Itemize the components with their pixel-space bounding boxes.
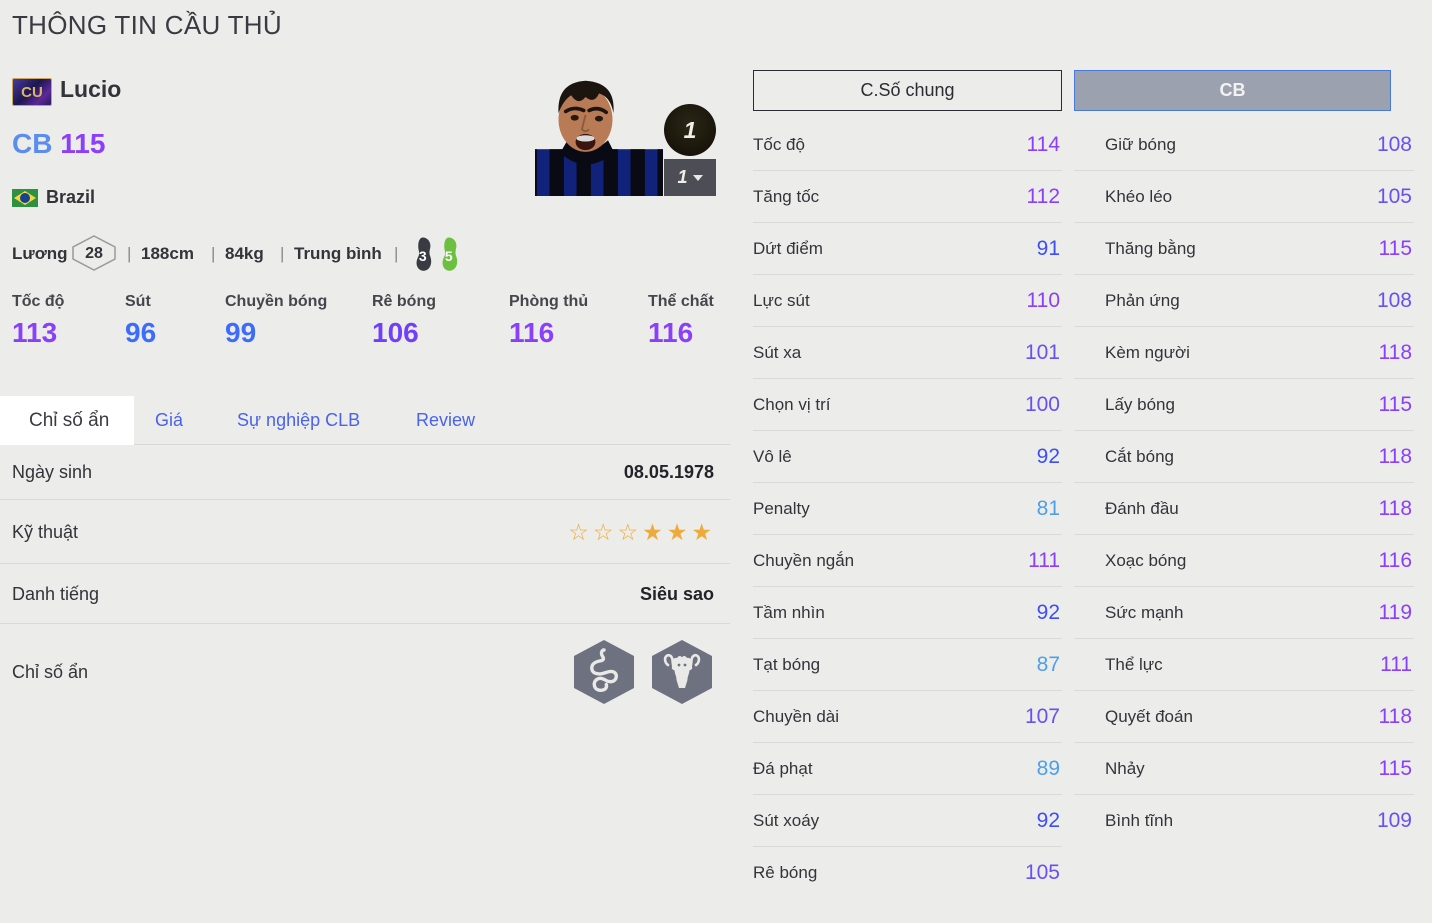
svg-text:28: 28 xyxy=(85,245,103,262)
svg-text:5: 5 xyxy=(445,248,453,264)
svg-text:3: 3 xyxy=(419,248,427,264)
